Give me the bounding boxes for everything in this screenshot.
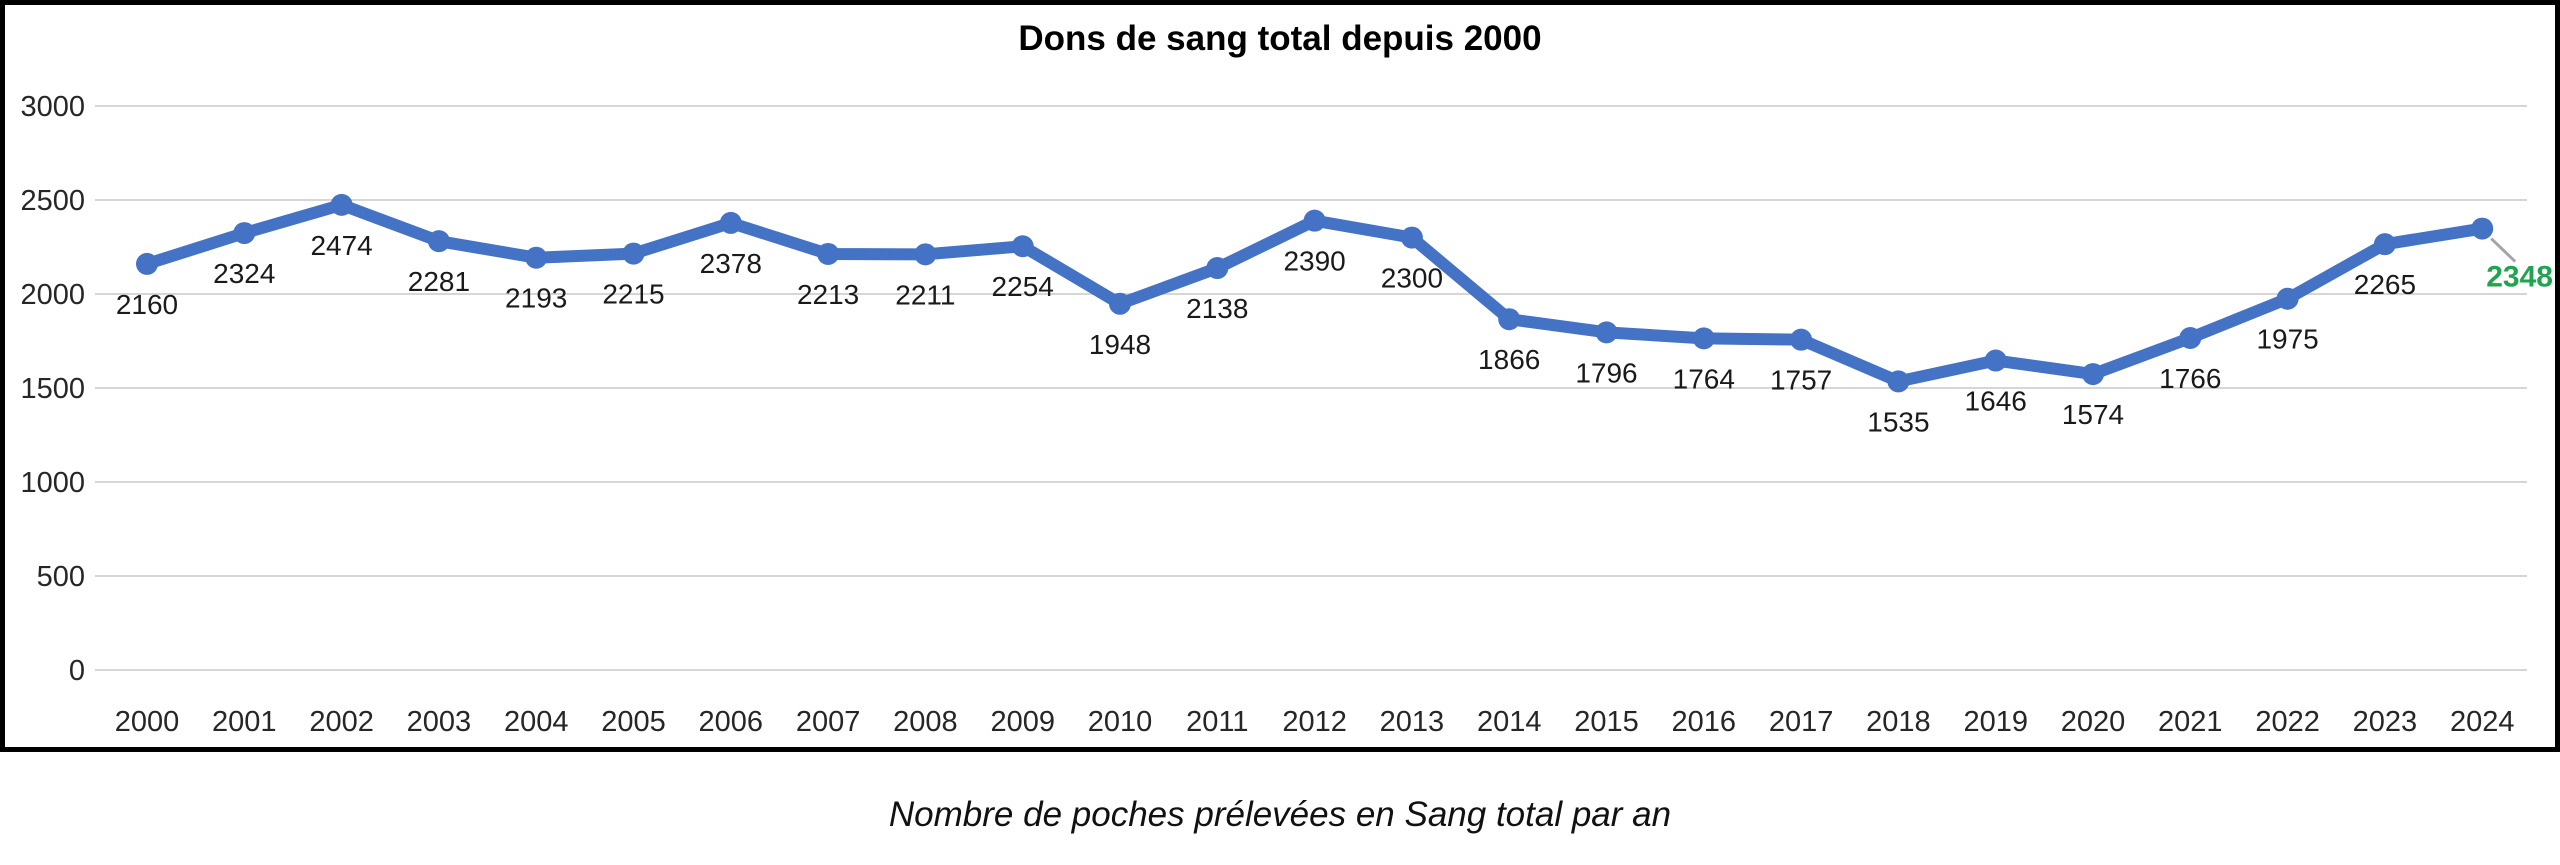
data-point xyxy=(817,242,840,265)
x-axis-tick-label: 2011 xyxy=(1186,706,1248,738)
data-label: 2215 xyxy=(602,279,664,310)
data-point xyxy=(1011,235,1034,258)
data-point xyxy=(1109,292,1131,315)
data-point xyxy=(914,243,937,266)
y-axis-tick-label: 1500 xyxy=(20,373,85,405)
y-axis-tick-label: 3000 xyxy=(20,91,85,123)
x-axis-tick-label: 2022 xyxy=(2255,706,2320,738)
x-axis-tick-label: 2009 xyxy=(990,706,1055,738)
x-axis-tick-label: 2020 xyxy=(2061,706,2126,738)
data-point xyxy=(1692,327,1715,350)
data-point xyxy=(1887,370,1910,393)
data-point xyxy=(1400,226,1423,249)
data-point xyxy=(1303,209,1326,232)
data-point xyxy=(525,246,548,269)
data-label: 2138 xyxy=(1186,293,1248,324)
data-label: 2324 xyxy=(213,258,275,289)
data-point xyxy=(2179,326,2202,349)
data-label: 2474 xyxy=(310,230,372,261)
y-axis-tick-label: 1000 xyxy=(20,467,85,499)
x-axis-tick-label: 2018 xyxy=(1866,706,1931,738)
data-point xyxy=(2373,233,2396,256)
data-label: 2211 xyxy=(895,279,955,310)
x-axis-tick-label: 2024 xyxy=(2450,706,2515,738)
data-point xyxy=(622,242,645,265)
data-label: 1757 xyxy=(1770,365,1832,396)
chart-title: Dons de sang total depuis 2000 xyxy=(1018,19,1542,58)
data-label: 1646 xyxy=(1965,386,2027,417)
x-axis-tick-label: 2015 xyxy=(1574,706,1639,738)
x-axis-tick-label: 2007 xyxy=(796,706,861,738)
data-point xyxy=(1498,308,1521,331)
data-point xyxy=(1206,257,1229,280)
x-axis-tick-label: 2002 xyxy=(309,706,374,738)
x-axis-tick-label: 2014 xyxy=(1477,706,1542,738)
highlighted-data-label: 2348 xyxy=(2486,261,2553,294)
x-axis-tick-label: 2019 xyxy=(1963,706,2028,738)
chart-frame: Dons de sang total depuis 2000 0 500 1000 1… xyxy=(0,0,2560,752)
data-label: 2265 xyxy=(2354,269,2416,300)
leader-line xyxy=(2490,237,2517,263)
data-point xyxy=(427,230,450,253)
data-label: 1766 xyxy=(2159,363,2221,394)
y-axis-tick-label: 2500 xyxy=(20,185,85,217)
data-label: 2281 xyxy=(408,266,470,297)
data-point xyxy=(1595,321,1618,344)
data-label: 1975 xyxy=(2256,324,2318,355)
data-point xyxy=(233,222,256,245)
data-label: 1535 xyxy=(1867,406,1929,437)
data-label: 2160 xyxy=(116,289,178,320)
data-point xyxy=(136,252,158,275)
data-label: 2378 xyxy=(700,248,762,279)
chart-caption: Nombre de poches prélevées en Sang total… xyxy=(888,795,1672,834)
x-axis-tick-label: 2008 xyxy=(893,706,958,738)
x-axis-tick-label: 2013 xyxy=(1380,706,1445,738)
x-axis-tick-label: 2023 xyxy=(2353,706,2418,738)
x-axis-tick-label: 2016 xyxy=(1672,706,1737,738)
x-axis-tick-label: 2021 xyxy=(2158,706,2223,738)
data-label: 1796 xyxy=(1575,357,1637,388)
y-axis-tick-label: 500 xyxy=(37,561,85,593)
data-point xyxy=(330,193,353,216)
y-axis-tick-label: 2000 xyxy=(20,279,85,311)
data-point xyxy=(2471,217,2494,240)
data-label: 2300 xyxy=(1381,263,1443,294)
data-label: 2213 xyxy=(797,279,859,310)
data-label: 2390 xyxy=(1283,246,1345,277)
x-axis-tick-label: 2012 xyxy=(1282,706,1347,738)
line-chart: 0 500 1000 1500 2000 2500 3000 2000 2001 2002 2003… xyxy=(20,91,2553,738)
data-point xyxy=(1790,328,1813,351)
x-axis-tick-label: 2000 xyxy=(115,706,180,738)
data-point xyxy=(2082,363,2104,386)
data-point xyxy=(1984,349,2007,372)
data-label: 1948 xyxy=(1089,329,1151,360)
x-axis-tick-label: 2010 xyxy=(1088,706,1153,738)
data-label: 2193 xyxy=(505,283,567,314)
data-label: 2254 xyxy=(992,271,1054,302)
data-label: 1764 xyxy=(1673,363,1735,394)
data-point xyxy=(2276,287,2299,310)
data-point xyxy=(719,211,742,234)
x-axis-tick-label: 2003 xyxy=(407,706,472,738)
data-label: 1866 xyxy=(1478,344,1540,375)
x-axis-tick-label: 2006 xyxy=(699,706,764,738)
x-axis-tick-label: 2004 xyxy=(504,706,569,738)
x-axis-tick-label: 2005 xyxy=(601,706,666,738)
x-axis-tick-label: 2017 xyxy=(1769,706,1834,738)
y-axis-tick-label: 0 xyxy=(69,655,85,687)
data-label: 1574 xyxy=(2062,399,2124,430)
x-axis-tick-label: 2001 xyxy=(212,706,277,738)
